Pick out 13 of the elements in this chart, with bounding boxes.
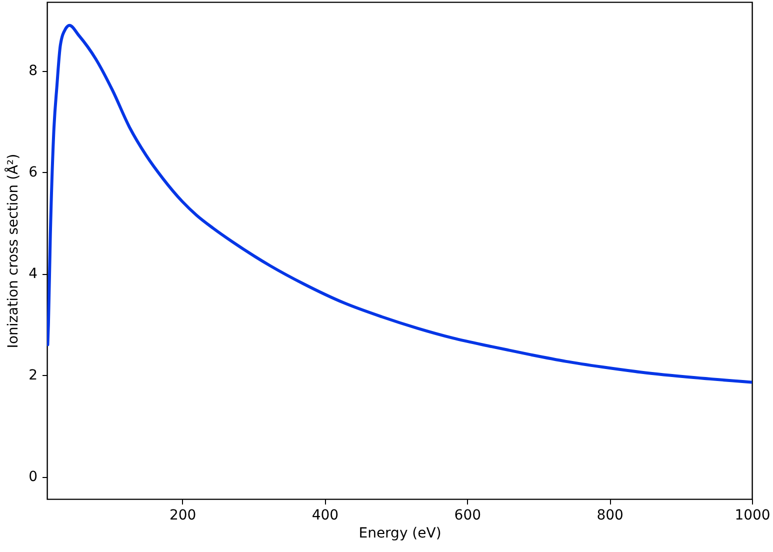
y-tick-label: 8 <box>28 63 38 80</box>
y-tick-label: 4 <box>28 266 38 282</box>
x-tick-label: 800 <box>596 508 624 524</box>
x-tick-label: 600 <box>454 508 482 524</box>
x-tick-label: 200 <box>169 508 196 524</box>
y-axis-title: Ionization cross section (Å²) <box>4 154 22 348</box>
y-tick-label: 0 <box>28 469 38 486</box>
x-tick-label: 400 <box>312 508 339 524</box>
y-tick-label: 2 <box>28 368 38 384</box>
x-tick-label: 1000 <box>734 508 770 524</box>
y-tick-label: 6 <box>28 164 38 181</box>
x-axis-title: Energy (eV) <box>358 526 442 542</box>
line-series <box>47 24 752 384</box>
